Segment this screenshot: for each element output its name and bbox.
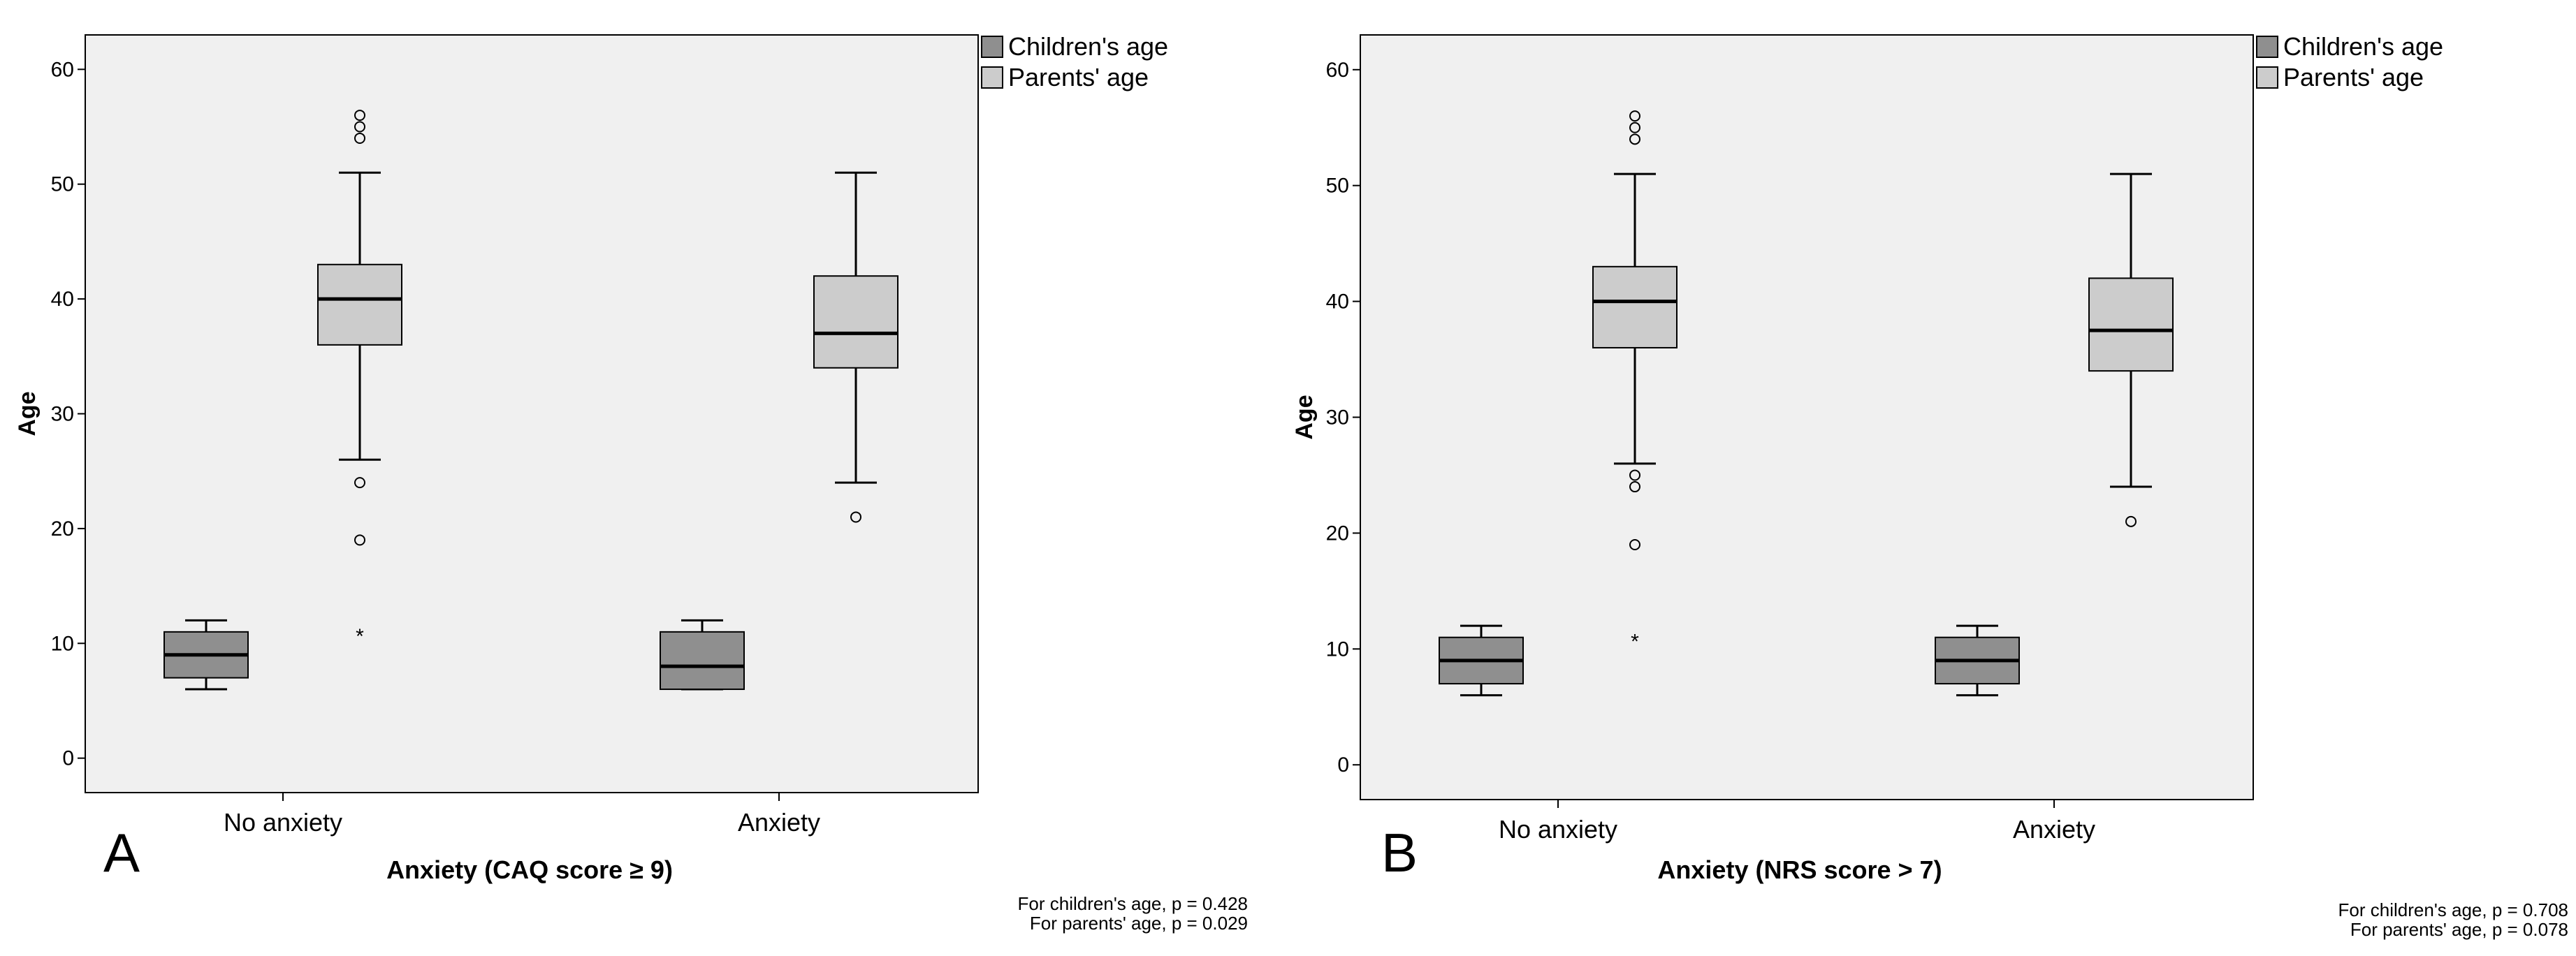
box-parents-no-anxiety: * (1592, 110, 1678, 654)
extreme-point: * (1631, 631, 1639, 654)
pvalue-note-parents: For parents' age, p = 0.078 (2350, 919, 2568, 940)
pvalue-note-children: For children's age, p = 0.708 (2338, 899, 2568, 920)
legend-swatch (981, 66, 1003, 89)
outlier-point (1629, 110, 1640, 122)
outlier-point (354, 477, 365, 489)
y-tick-label: 20 (1326, 522, 1349, 545)
outlier-point (354, 121, 365, 133)
outlier-point (2125, 515, 2137, 527)
y-tick-label: 10 (51, 632, 74, 655)
box-parents-anxiety (813, 171, 898, 523)
y-tick-label: 40 (1326, 291, 1349, 314)
legend-label: Parents' age (1008, 63, 1149, 91)
outlier-point (1629, 469, 1640, 481)
box-iqr (813, 275, 898, 369)
outlier-point (1629, 539, 1640, 550)
y-tick-label: 60 (51, 58, 74, 81)
extreme-point: * (356, 625, 364, 648)
legend-swatch (2256, 36, 2278, 58)
legend-label: Children's age (2283, 32, 2443, 61)
y-tick-label: 0 (1337, 753, 1349, 777)
plot-area (1360, 34, 2254, 800)
y-tick-label: 50 (1326, 175, 1349, 198)
outlier-point (1629, 133, 1640, 145)
chart-panel-a: 0 10 20 30 40 50 60 Age No anxiety Anxiety * Childr… (14, 32, 1248, 934)
box-children-anxiety (660, 619, 745, 691)
legend-label: Parents' age (2283, 63, 2424, 91)
box-iqr (1592, 265, 1678, 348)
outlier-point (354, 110, 365, 122)
x-category-label: Anxiety (738, 808, 820, 837)
y-tick-label: 30 (1326, 406, 1349, 429)
pvalue-note-parents: For parents' age, p = 0.029 (1030, 913, 1248, 934)
box-children-anxiety (1935, 624, 2020, 697)
box-parents-anxiety (2088, 172, 2174, 527)
box-children-no-anxiety (1439, 624, 1524, 697)
chart-panel-b: 0 10 20 30 40 50 60 Age No anxiety Anxiety * Childr… (1291, 32, 2568, 940)
y-tick-label: 10 (1326, 638, 1349, 661)
x-category-label: Anxiety (2013, 815, 2095, 844)
y-tick-label: 30 (51, 403, 74, 426)
box-children-no-anxiety (163, 619, 249, 691)
box-iqr (2088, 277, 2174, 372)
outlier-point (354, 132, 365, 144)
legend-swatch (2256, 66, 2278, 89)
outlier-point (1629, 481, 1640, 493)
legend-label: Children's age (1008, 32, 1168, 61)
outlier-point (1629, 122, 1640, 133)
box-iqr (317, 263, 402, 346)
y-tick-label: 40 (51, 288, 74, 311)
x-axis-title: Anxiety (CAQ score ≥ 9) (386, 855, 673, 884)
y-tick-label: 20 (51, 517, 74, 540)
outlier-point (850, 511, 861, 523)
x-axis-title: Anxiety (NRS score > 7) (1657, 855, 1942, 884)
y-tick-label: 0 (62, 747, 74, 770)
outlier-point (354, 534, 365, 546)
box-iqr (660, 631, 745, 691)
panel-label: B (1381, 822, 1418, 883)
y-axis-title: Age (1291, 395, 1318, 439)
box-parents-no-anxiety: * (317, 110, 402, 648)
legend-swatch (981, 36, 1003, 58)
y-tick-label: 50 (51, 173, 74, 196)
y-axis-title: Age (14, 391, 41, 436)
plot-area (85, 34, 979, 793)
pvalue-note-children: For children's age, p = 0.428 (1018, 893, 1248, 914)
x-category-label: No anxiety (224, 808, 342, 837)
y-tick-label: 60 (1326, 59, 1349, 82)
panel-label: A (103, 822, 140, 883)
x-category-label: No anxiety (1499, 815, 1617, 844)
